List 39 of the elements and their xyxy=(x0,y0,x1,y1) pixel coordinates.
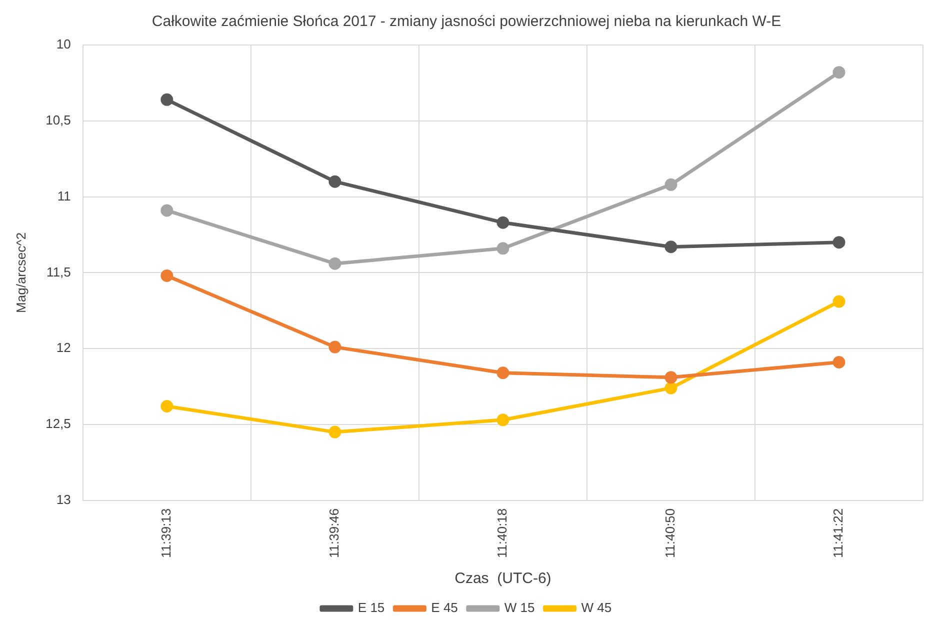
x-axis-title: Czas (UTC-6) xyxy=(454,570,552,588)
legend-label: W 45 xyxy=(581,600,612,616)
x-tick-label: 11:39:46 xyxy=(326,508,342,558)
legend-label: E 45 xyxy=(431,600,458,616)
legend-label: E 15 xyxy=(358,600,385,616)
point xyxy=(496,366,510,380)
point xyxy=(496,216,510,229)
point xyxy=(832,66,846,79)
point xyxy=(664,240,678,254)
point xyxy=(832,295,846,308)
y-tick-label: 12 xyxy=(56,340,71,356)
point xyxy=(664,382,678,394)
x-tick-label: 11:40:50 xyxy=(662,508,678,558)
y-tick-label: 10,5 xyxy=(46,112,71,128)
point xyxy=(832,236,846,249)
point xyxy=(664,371,678,384)
point xyxy=(160,93,174,106)
y-tick-label: 11,5 xyxy=(46,264,71,280)
point xyxy=(328,340,342,354)
y-tick-label: 10 xyxy=(56,36,71,52)
x-tick-label: 11:39:13 xyxy=(158,508,174,558)
point xyxy=(328,175,342,188)
chart-title: Całkowite zaćmienie Słońca 2017 - zmiany jasności powierzchniowej nieba na kierunkach W-E xyxy=(152,13,782,30)
point xyxy=(832,356,846,368)
y-axis-title: Mag/arcsec^2 xyxy=(13,232,28,313)
point xyxy=(160,400,174,413)
y-tick-label: 13 xyxy=(56,492,71,507)
point xyxy=(328,426,342,438)
point xyxy=(328,257,342,270)
y-tick-label: 12,5 xyxy=(46,416,71,432)
x-tick-label: 11:41:22 xyxy=(830,508,846,558)
point xyxy=(160,269,174,282)
point xyxy=(664,178,678,191)
point xyxy=(160,204,174,217)
point xyxy=(496,414,510,426)
y-tick-label: 11 xyxy=(57,188,71,204)
x-tick-label: 11:40:18 xyxy=(494,508,510,558)
point xyxy=(496,242,510,255)
legend-label: W 15 xyxy=(504,600,535,616)
